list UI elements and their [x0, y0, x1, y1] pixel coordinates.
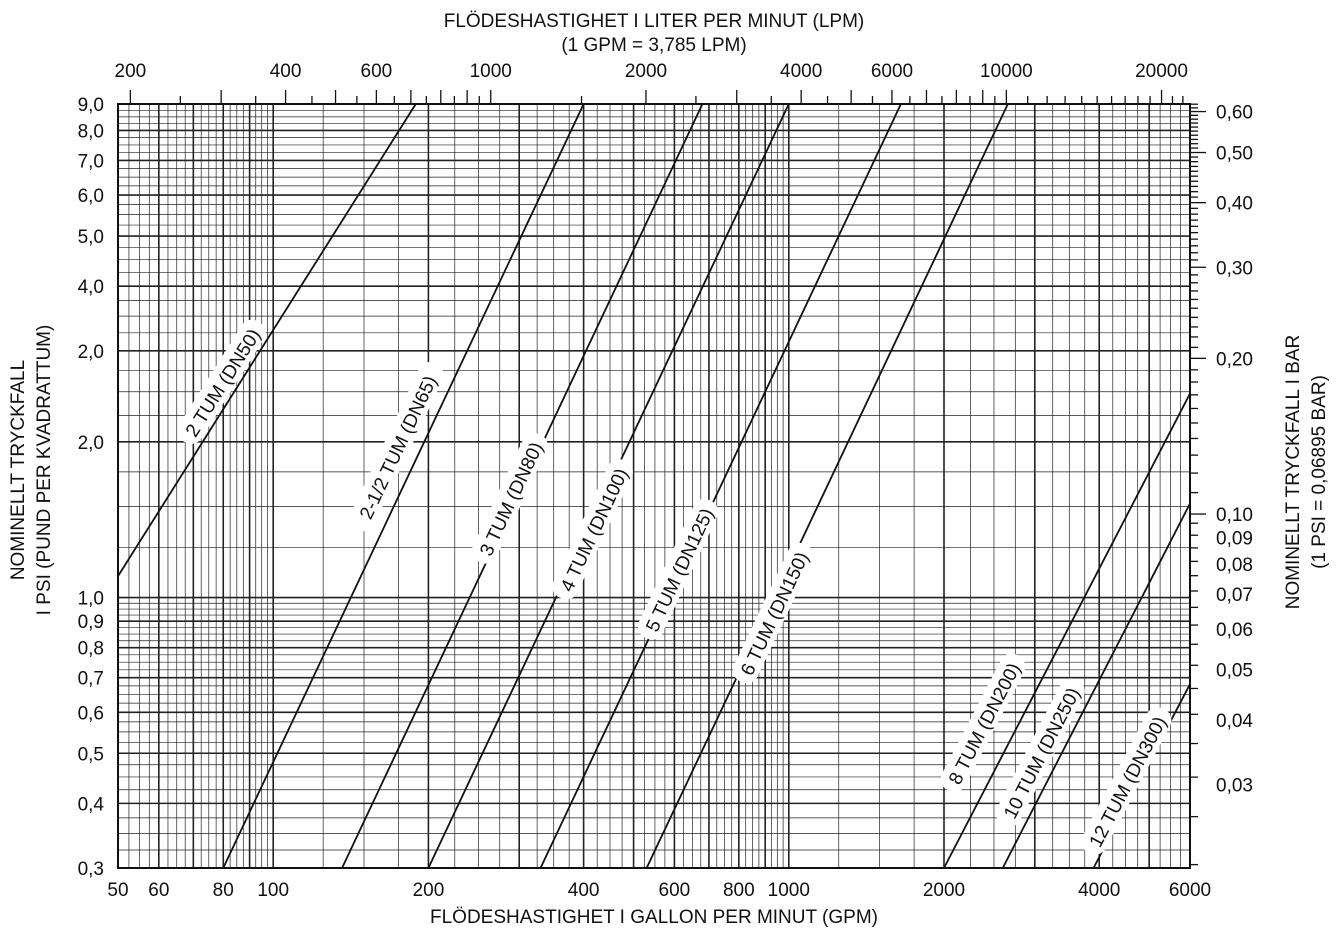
x-tick-label-lpm: 200 [115, 61, 147, 82]
y-tick-label-bar: 0,20 [1216, 349, 1253, 370]
chart-subtitle-conversion: (1 GPM = 3,785 LPM) [561, 35, 746, 56]
y-tick-label-psi: 2,0 [78, 433, 104, 454]
series-label-halo [349, 362, 444, 532]
x-tick-label-gpm: 600 [659, 880, 691, 901]
y-tick-label-psi: 5,0 [78, 227, 104, 248]
y-tick-label-bar: 0,30 [1216, 258, 1253, 279]
plot-frame [117, 103, 1191, 869]
series-label-group-3: 3 TUM (DN80) [471, 432, 548, 564]
x-tick-label-lpm: 6000 [871, 61, 913, 82]
y-tick-label-psi: 4,0 [78, 277, 104, 298]
series-label-7: 8 TUM (DN200) [945, 660, 1025, 788]
x-tick-label-gpm: 400 [568, 880, 600, 901]
series-label-halo [552, 459, 633, 600]
series-label-group-6: 6 TUM (DN150) [732, 542, 814, 684]
y-tick-label-bar: 0,09 [1216, 529, 1253, 550]
y-axis-label-right-line1: NOMINELLT TRYCKFALL I BAR [1283, 335, 1304, 610]
y-tick-label-psi: 0,9 [78, 612, 104, 633]
x-tick-label-gpm: 100 [257, 880, 289, 901]
series-label-halo [995, 678, 1085, 827]
y-tick-label-psi: 2,0 [78, 342, 104, 363]
y-tick-label-bar: 0,05 [1216, 661, 1253, 682]
x-axis-label-gpm: FLÖDESHASTIGHET I GALLON PER MINUT (GPM) [430, 907, 878, 928]
y-tick-label-bar: 0,06 [1216, 620, 1253, 641]
x-tick-label-gpm: 80 [213, 880, 234, 901]
y-tick-label-psi: 0,3 [78, 859, 104, 880]
series-label-group-2: 2-1/2 TUM (DN65) [349, 362, 444, 532]
axis-ticks: 50 60 80 100 200 400 600 800 1000 2000 4000 6000 200… [78, 61, 1254, 901]
series-label-halo [177, 319, 266, 444]
x-tick-label-gpm: 1000 [768, 880, 810, 901]
series-label-halo [1081, 707, 1172, 855]
y-tick-label-bar: 0,03 [1216, 775, 1253, 796]
series-line-7 [943, 393, 1191, 869]
chart-title-lpm: FLÖDESHASTIGHET I LITER PER MINUT (LPM) [444, 11, 865, 32]
series-label-5: 5 TUM (DN125) [642, 505, 718, 635]
x-tick-label-gpm: 4000 [1078, 880, 1120, 901]
series-label-halo [637, 499, 719, 640]
x-tick-label-gpm: 60 [148, 880, 169, 901]
x-tick-label-lpm: 10000 [980, 61, 1033, 82]
y-tick-label-psi: 1,0 [78, 589, 104, 610]
series-line-5 [539, 103, 902, 869]
x-tick-label-lpm: 400 [270, 61, 302, 82]
series-line-6 [645, 103, 1009, 869]
x-tick-label-gpm: 800 [723, 880, 755, 901]
y-tick-label-bar: 0,10 [1216, 505, 1253, 526]
series-label-halo [471, 432, 548, 564]
y-tick-label-psi: 8,0 [78, 121, 104, 142]
series-label-group-9: 12 TUM (DN300) [1081, 707, 1172, 855]
y-tick-label-bar: 0,08 [1216, 555, 1253, 576]
y-tick-label-psi: 6,0 [78, 186, 104, 207]
x-tick-label-gpm: 6000 [1169, 880, 1211, 901]
y-tick-label-psi: 9,0 [78, 95, 104, 116]
series-label-halo [940, 653, 1026, 793]
y-axis-label-right-line2: (1 PSI = 0,06895 BAR) [1309, 375, 1330, 569]
y-tick-label-psi: 0,6 [78, 703, 104, 724]
y-tick-label-psi: 0,7 [78, 669, 104, 690]
plot-border [117, 103, 1191, 869]
x-tick-label-gpm: 200 [413, 880, 445, 901]
x-tick-label-lpm: 2000 [625, 61, 667, 82]
series-line-8 [1001, 503, 1191, 869]
y-tick-label-bar: 0,04 [1216, 711, 1253, 732]
y-tick-label-bar: 0,07 [1216, 585, 1253, 606]
series-label-group-4: 4 TUM (DN100) [552, 459, 633, 600]
y-tick-label-psi: 7,0 [78, 151, 104, 172]
y-tick-label-psi: 0,5 [78, 744, 104, 765]
series-label-4: 4 TUM (DN100) [557, 465, 633, 595]
y-tick-label-bar: 0,50 [1216, 144, 1253, 165]
series-label-halo [732, 542, 814, 684]
x-tick-label-lpm: 20000 [1135, 61, 1188, 82]
x-tick-label-lpm: 1000 [470, 61, 512, 82]
y-axis-label-left-line1: NOMINELLT TRYCKFALL [8, 360, 29, 580]
series-line-2 [222, 103, 585, 869]
x-tick-label-gpm: 2000 [923, 880, 965, 901]
x-tick-label-lpm: 600 [361, 61, 393, 82]
series-line-1 [117, 103, 417, 577]
y-tick-label-psi: 0,8 [78, 639, 104, 660]
y-tick-label-psi: 0,4 [78, 794, 105, 815]
x-tick-label-gpm: 50 [107, 880, 128, 901]
y-axis-label-left-line2: I PSI (PUND PER KVADRATTUM) [34, 325, 55, 616]
y-tick-label-bar: 0,60 [1216, 103, 1253, 124]
y-tick-label-bar: 0,40 [1216, 194, 1253, 215]
series-label-6: 6 TUM (DN150) [737, 549, 813, 679]
x-tick-label-lpm: 4000 [780, 61, 822, 82]
